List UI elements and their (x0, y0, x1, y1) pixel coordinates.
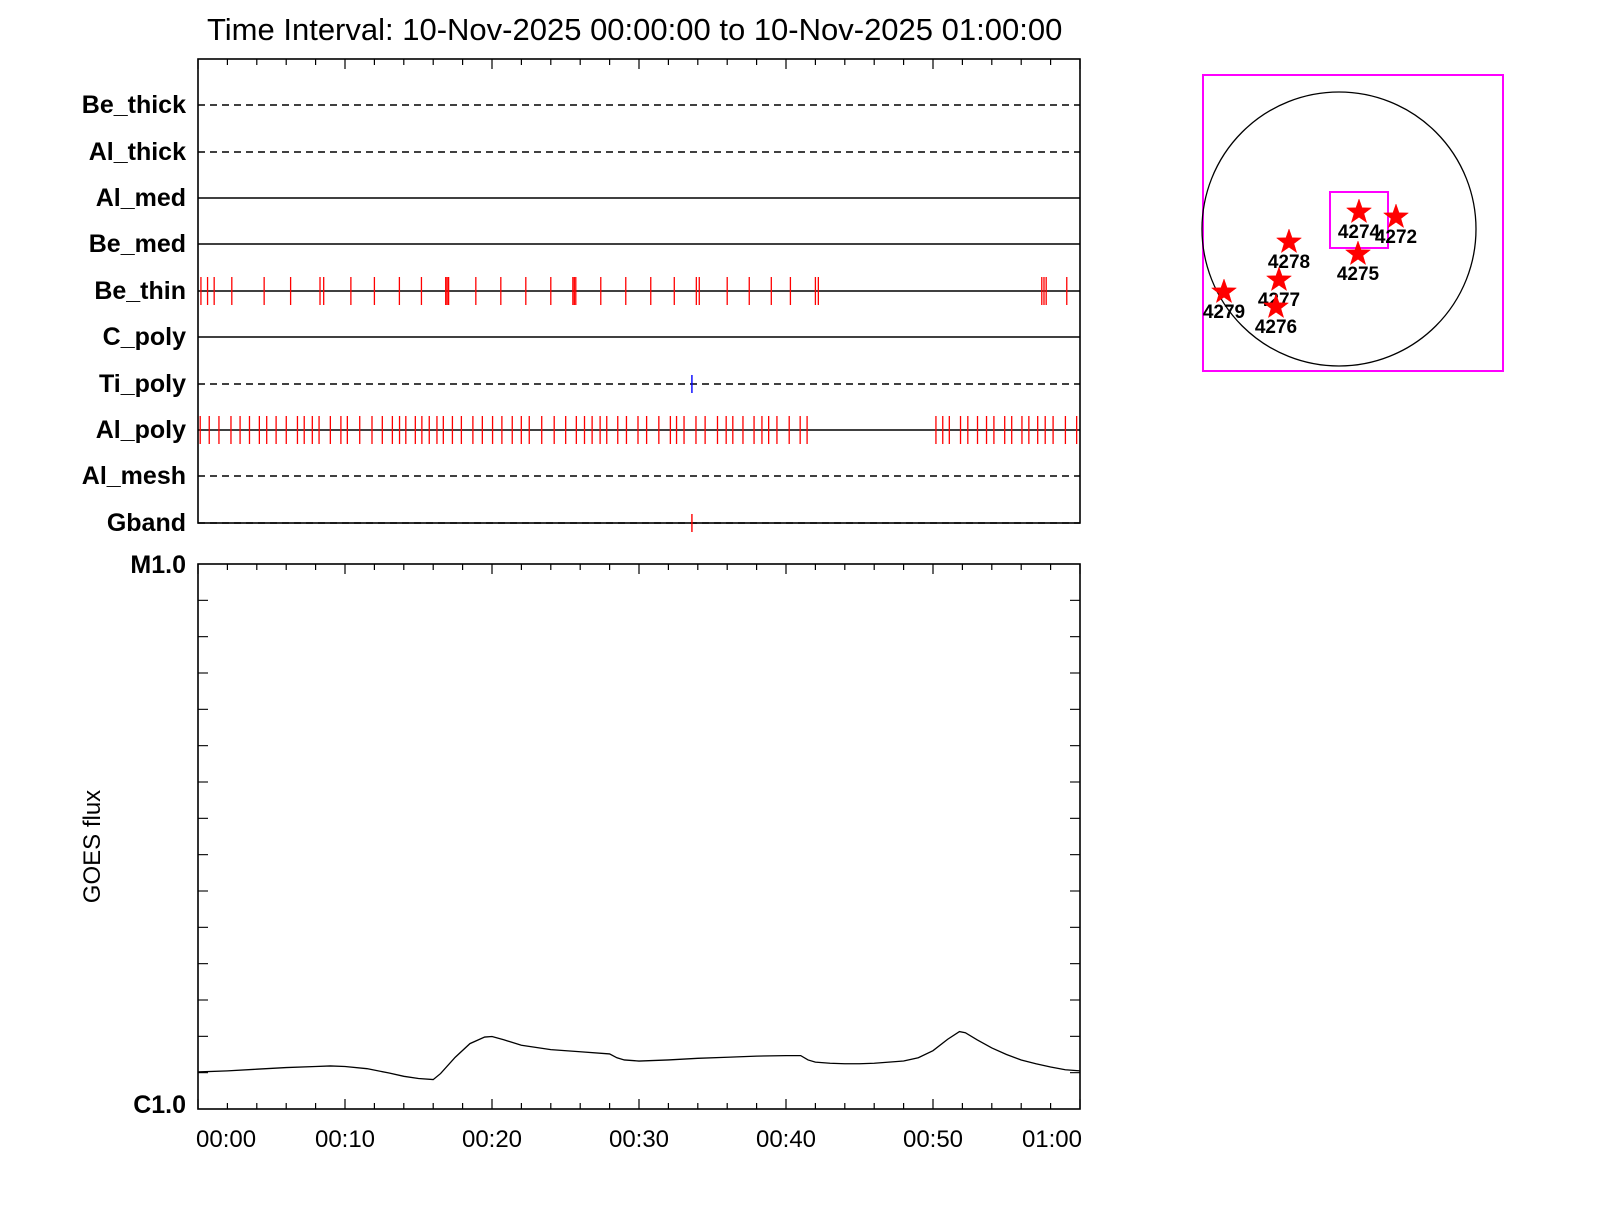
svg-text:GOES flux: GOES flux (79, 790, 106, 903)
svg-text:Al_mesh: Al_mesh (82, 462, 186, 490)
svg-text:00:30: 00:30 (609, 1126, 669, 1153)
svg-text:4278: 4278 (1268, 252, 1310, 273)
svg-text:Time Interval: 10-Nov-2025 00:: Time Interval: 10-Nov-2025 00:00:00 to 1… (207, 12, 1062, 47)
svg-text:00:40: 00:40 (756, 1126, 816, 1153)
svg-text:Gband: Gband (107, 509, 186, 537)
svg-text:00:50: 00:50 (903, 1126, 963, 1153)
svg-text:Al_thick: Al_thick (89, 138, 186, 166)
svg-text:Be_thick: Be_thick (82, 91, 186, 119)
svg-text:Be_thin: Be_thin (94, 277, 186, 305)
svg-text:4272: 4272 (1375, 227, 1417, 248)
svg-text:C_poly: C_poly (103, 323, 186, 351)
svg-text:00:20: 00:20 (462, 1126, 522, 1153)
svg-text:M1.0: M1.0 (130, 551, 186, 579)
svg-text:01:00: 01:00 (1022, 1126, 1082, 1153)
svg-text:00:00: 00:00 (196, 1126, 256, 1153)
svg-text:C1.0: C1.0 (133, 1091, 186, 1119)
svg-text:Al_med: Al_med (96, 184, 186, 212)
svg-text:00:10: 00:10 (315, 1126, 375, 1153)
svg-text:Al_poly: Al_poly (96, 416, 186, 444)
svg-text:Be_med: Be_med (89, 230, 186, 258)
svg-text:4276: 4276 (1255, 317, 1297, 338)
svg-text:4275: 4275 (1337, 264, 1380, 285)
svg-text:4279: 4279 (1203, 302, 1245, 323)
svg-text:Ti_poly: Ti_poly (99, 370, 186, 398)
